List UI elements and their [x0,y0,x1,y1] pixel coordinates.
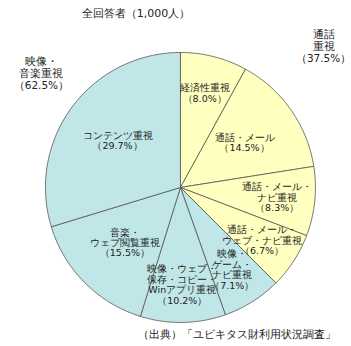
svg-text:全回答者（1,000人）: 全回答者（1,000人） [82,7,191,20]
svg-text:コンテンツ重視（29.7%）: コンテンツ重視（29.7%） [83,130,153,151]
html-text:ウェブ・ナビ重視: ウェブ・ナビ重視 [222,234,302,246]
html-text:（6.7%）: （6.7%） [240,245,285,257]
svg-text:通話・メール・ナビ重視（8.3%）: 通話・メール・ナビ重視（8.3%） [242,181,312,213]
svg-text:映像・音楽重視（62.5%）: 映像・音楽重視（62.5%） [14,55,69,91]
svg-text:（出典）「ユビキタス財利用状況調査」: （出典）「ユビキタス財利用状況調査」 [138,328,336,340]
svg-text:音楽・ウェブ閲覧重視（15.5%）: 音楽・ウェブ閲覧重視（15.5%） [90,227,160,259]
html-text:（7.1%）: （7.1%） [210,279,255,291]
svg-text:映像・ウェブ・保存・コピー・Winアプリ重視（10.2%）: 映像・ウェブ・保存・コピー・Winアプリ重視（10.2%） [147,263,217,305]
html-text:ゲーム・: ゲーム・ [212,258,253,270]
svg-text:通話重視（37.5%）: 通話重視（37.5%） [296,28,351,64]
svg-text:通話・メール（14.5%）: 通話・メール（14.5%） [215,132,275,153]
html-text:ナビ重視: ナビ重視 [212,269,253,281]
html-text:通話・メール・: 通話・メール・ [227,224,297,236]
svg-text:経済性重視（8.0%）: 経済性重視（8.0%） [179,82,230,103]
html-text:映像・: 映像・ [217,248,248,260]
